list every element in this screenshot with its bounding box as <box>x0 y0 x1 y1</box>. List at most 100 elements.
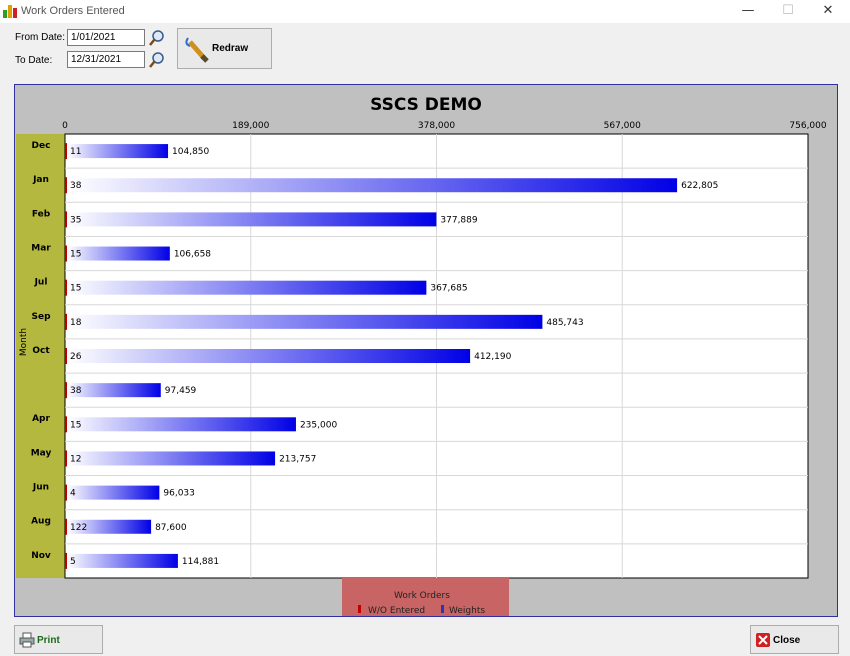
window-title: Work Orders Entered <box>21 5 125 17</box>
category-label: Feb <box>32 209 51 219</box>
close-x-icon <box>756 633 770 647</box>
category-label: Jan <box>32 175 49 185</box>
legend-box <box>342 578 509 616</box>
title-bar: Work Orders Entered — ☐ ✕ <box>0 0 850 23</box>
weights-bar <box>67 212 437 227</box>
weights-value-label: 106,658 <box>174 250 211 260</box>
wo-entered-marker <box>65 484 67 501</box>
print-label: Print <box>37 635 60 646</box>
wo-entered-value: 38 <box>70 386 82 396</box>
wo-entered-marker <box>65 348 67 364</box>
wo-entered-marker <box>65 245 67 262</box>
maximize-button[interactable]: ☐ <box>782 3 794 18</box>
category-label: May <box>31 448 52 458</box>
weights-value-label: 412,190 <box>474 352 511 362</box>
category-label: Nov <box>31 551 51 561</box>
weights-value-label: 104,850 <box>172 147 209 157</box>
to-date-lookup-icon[interactable] <box>148 51 166 69</box>
weights-bar <box>67 144 169 159</box>
wo-entered-value: 11 <box>70 147 81 157</box>
category-label: Oct <box>32 346 50 356</box>
to-date-label: To Date: <box>15 55 53 66</box>
wo-entered-value: 15 <box>70 420 81 430</box>
close-window-button[interactable]: ✕ <box>822 3 834 18</box>
weights-bar <box>67 417 296 432</box>
wo-entered-marker <box>65 450 67 467</box>
minimize-button[interactable]: — <box>741 3 755 18</box>
weights-value-label: 367,685 <box>430 284 467 294</box>
weights-bar <box>67 246 170 261</box>
wo-entered-value: 35 <box>70 215 81 225</box>
wo-entered-value: 15 <box>70 284 81 294</box>
weights-value-label: 213,757 <box>279 454 316 464</box>
y-axis-label: Month <box>19 328 29 356</box>
weights-value-label: 485,743 <box>546 318 583 328</box>
chart-title: SSCS DEMO <box>370 95 482 115</box>
wo-entered-marker <box>65 552 67 569</box>
category-label: Apr <box>32 414 50 424</box>
x-tick-label: 756,000 <box>789 121 826 131</box>
wo-entered-marker <box>65 143 67 160</box>
weights-value-label: 87,600 <box>155 523 187 533</box>
wo-entered-marker <box>65 313 67 330</box>
category-label: Aug <box>31 517 51 527</box>
wo-entered-value: 15 <box>70 250 81 260</box>
wo-entered-marker <box>65 211 67 228</box>
legend-swatch-wo-entered <box>358 605 361 613</box>
x-tick-label: 378,000 <box>418 121 455 131</box>
weights-value-label: 114,881 <box>182 557 219 567</box>
printer-icon <box>19 632 35 648</box>
from-date-label: From Date: <box>15 32 66 43</box>
wo-entered-value: 38 <box>70 181 82 191</box>
from-date-input[interactable] <box>67 29 145 46</box>
x-tick-label: 189,000 <box>232 121 269 131</box>
weights-value-label: 622,805 <box>681 181 718 191</box>
x-tick-label: 0 <box>62 121 68 131</box>
weights-bar <box>67 314 543 329</box>
category-label: Jul <box>34 278 48 288</box>
weights-bar <box>67 451 276 466</box>
category-label: Mar <box>31 243 51 253</box>
close-label: Close <box>773 635 801 646</box>
wo-entered-value: 12 <box>70 454 81 464</box>
weights-bar <box>67 485 160 500</box>
bar-chart-app-icon <box>3 4 17 18</box>
work-orders-bar-chart: SSCS DEMO 0 189,000 378,000 567,000 756,000 Mo… <box>16 95 827 616</box>
legend-entry-weights: Weights <box>449 606 485 616</box>
weights-bar <box>67 383 161 398</box>
legend-title: Work Orders <box>394 591 450 601</box>
category-label: Dec <box>32 141 51 151</box>
wo-entered-marker <box>65 518 67 535</box>
weights-value-label: 97,459 <box>165 386 197 396</box>
wo-entered-value: 18 <box>70 318 82 328</box>
weights-value-label: 235,000 <box>300 420 337 430</box>
print-button[interactable]: Print <box>14 625 103 654</box>
wo-entered-value: 122 <box>70 523 87 533</box>
category-axis-band <box>16 134 65 578</box>
legend-entry-wo-entered: W/O Entered <box>368 606 425 616</box>
weights-bar <box>67 280 427 295</box>
close-button[interactable]: Close <box>750 625 839 654</box>
paint-brush-icon <box>185 37 209 63</box>
redraw-button[interactable]: Redraw <box>177 28 272 69</box>
wo-entered-value: 4 <box>70 489 76 499</box>
wo-entered-marker <box>65 177 67 194</box>
to-date-input[interactable] <box>67 51 145 68</box>
weights-bar <box>67 553 178 568</box>
wo-entered-value: 26 <box>70 352 82 362</box>
weights-bar <box>67 349 471 363</box>
category-label: Jun <box>32 483 49 493</box>
wo-entered-marker <box>65 382 67 399</box>
x-tick-label: 567,000 <box>604 121 641 131</box>
weights-value-label: 96,033 <box>163 489 195 499</box>
chart-frame: SSCS DEMO 0 189,000 378,000 567,000 756,000 Mo… <box>14 84 838 617</box>
wo-entered-marker <box>65 279 67 296</box>
from-date-lookup-icon[interactable] <box>148 29 166 47</box>
legend-swatch-weights <box>441 605 444 613</box>
weights-bar <box>67 519 152 534</box>
weights-bar <box>67 178 678 193</box>
weights-value-label: 377,889 <box>440 215 477 225</box>
redraw-label: Redraw <box>212 43 249 54</box>
wo-entered-value: 5 <box>70 557 76 567</box>
category-label: Sep <box>31 312 51 322</box>
